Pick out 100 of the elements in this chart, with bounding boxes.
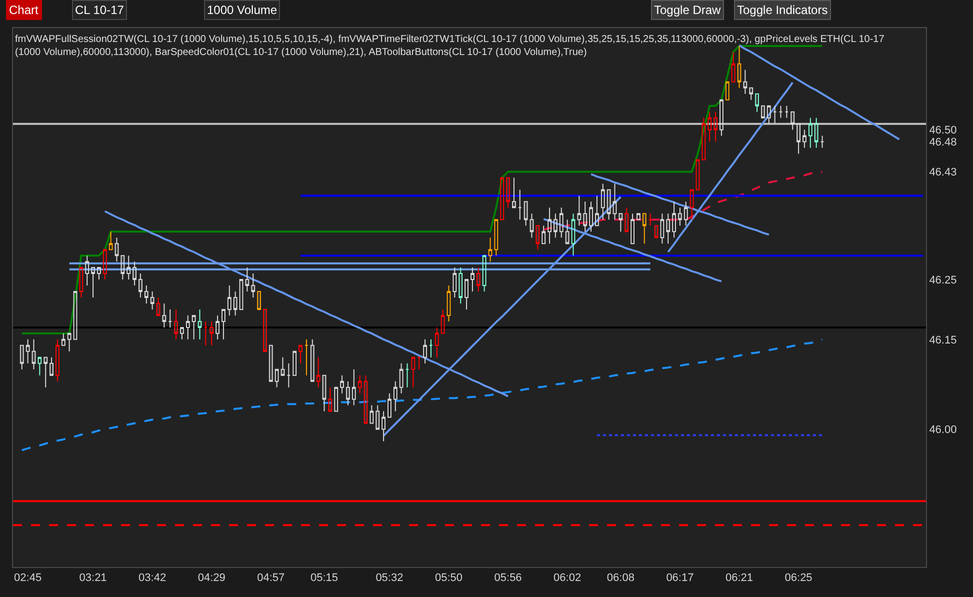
candlestick (583, 201, 588, 232)
candlestick (263, 308, 267, 352)
y-tick-label: 46.25 (929, 274, 957, 286)
candlestick (494, 219, 498, 256)
candlestick (108, 231, 113, 250)
candlestick (434, 326, 439, 358)
candlestick (126, 255, 131, 280)
candlestick (334, 386, 338, 412)
candlestick (476, 267, 480, 292)
candlestick (346, 380, 350, 406)
candlestick (761, 105, 765, 118)
line-series (20, 338, 824, 452)
x-tick-label: 05:15 (310, 572, 338, 584)
candlestick (790, 111, 795, 130)
text: 1000 Volume (207, 3, 278, 17)
candlestick (138, 273, 142, 298)
candlestick (696, 159, 700, 190)
candlestick (714, 111, 718, 142)
candlestick (624, 207, 629, 232)
candlestick (162, 302, 166, 328)
candlestick (251, 273, 256, 298)
candlestick (370, 404, 374, 424)
candlestick (589, 201, 593, 232)
candlestick (120, 255, 125, 280)
candlestick (820, 135, 824, 148)
x-tick-label: 03:21 (79, 572, 107, 584)
candlestick (630, 213, 634, 244)
candlestick (274, 368, 279, 388)
candlestick (227, 285, 232, 316)
candlestick (174, 308, 178, 340)
text: Chart (9, 3, 40, 17)
candlestick (524, 201, 528, 226)
line-series (738, 44, 900, 140)
candlestick (595, 195, 599, 226)
candlestick (322, 374, 326, 412)
x-tick-label: 06:21 (725, 572, 754, 584)
candlestick (512, 177, 516, 208)
candlestick (97, 267, 101, 280)
candlestick (245, 267, 250, 292)
candlestick (565, 219, 570, 244)
candlestick (204, 320, 208, 346)
candlestick (20, 344, 24, 370)
candlestick (755, 93, 759, 112)
candlestick (778, 105, 783, 118)
candlestick (192, 314, 196, 340)
candlestick (286, 362, 291, 388)
candlestick (784, 105, 789, 118)
candlestick (144, 285, 148, 304)
candlestick (376, 404, 380, 430)
candlestick (648, 213, 652, 226)
candlestick (720, 99, 724, 136)
candlestick (156, 297, 160, 316)
x-tick-label: 04:29 (198, 572, 226, 584)
candlestick (405, 362, 410, 388)
x-tick-label: 05:32 (376, 572, 404, 584)
candlestick (702, 117, 706, 160)
candlestick (506, 177, 510, 208)
candlestick (814, 117, 818, 148)
candlestick (766, 105, 771, 124)
candlestick (102, 249, 107, 280)
y-tick-label: 46.00 (929, 424, 957, 436)
candlestick (239, 279, 244, 310)
candlestick (186, 314, 190, 340)
candlestick (600, 183, 605, 220)
candlestick (38, 356, 42, 376)
x-tick-label: 06:17 (666, 572, 694, 584)
line-series (542, 170, 824, 231)
candlestick (222, 308, 226, 340)
candlestick (358, 374, 362, 394)
x-tick-label: 03:42 (138, 572, 166, 584)
candlestick (618, 213, 623, 232)
candlestick (743, 69, 748, 94)
candlestick (731, 51, 736, 82)
candlestick (518, 189, 522, 220)
candlestick (808, 117, 812, 148)
text: Toggle Indicators (737, 3, 828, 17)
candlestick (612, 183, 617, 220)
candlestick (198, 308, 202, 340)
candlestick (666, 213, 670, 244)
candlestick (44, 356, 48, 388)
candlestick (772, 105, 777, 124)
candlestick (340, 374, 344, 394)
candlestick (316, 356, 320, 388)
candlestick (482, 255, 486, 292)
candlestick (417, 356, 422, 370)
x-tick-label: 06:25 (784, 572, 812, 584)
candlestick (542, 225, 546, 244)
candlestick (559, 207, 564, 238)
candlestick (530, 213, 534, 238)
candlestick (257, 291, 261, 310)
candlestick (642, 213, 646, 244)
candlestick (382, 410, 386, 442)
candlestick (85, 255, 90, 286)
x-tick-label: 04:57 (257, 572, 285, 584)
candlestick (440, 308, 445, 334)
candlestick (328, 386, 332, 412)
candlestick (304, 338, 308, 376)
candlestick (452, 267, 457, 298)
candlestick (737, 45, 742, 88)
candlestick (577, 195, 582, 226)
